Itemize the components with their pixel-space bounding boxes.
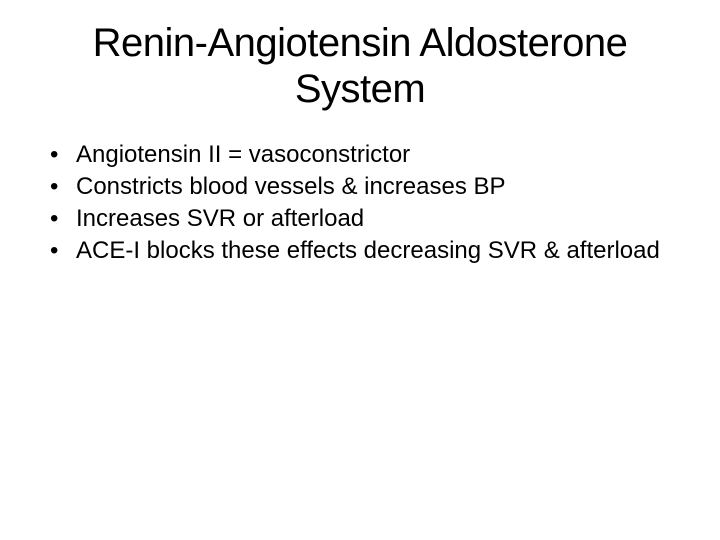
list-item: • Angiotensin II = vasoconstrictor <box>48 140 680 170</box>
bullet-text: ACE-I blocks these effects decreasing SV… <box>76 236 680 266</box>
bullet-list: • Angiotensin II = vasoconstrictor • Con… <box>40 140 680 266</box>
list-item: • ACE-I blocks these effects decreasing … <box>48 236 680 266</box>
bullet-icon: • <box>48 172 76 202</box>
bullet-text: Constricts blood vessels & increases BP <box>76 172 680 202</box>
bullet-icon: • <box>48 204 76 234</box>
slide-container: Renin-Angiotensin Aldosterone System • A… <box>0 0 720 540</box>
bullet-text: Angiotensin II = vasoconstrictor <box>76 140 680 170</box>
bullet-text: Increases SVR or afterload <box>76 204 680 234</box>
list-item: • Constricts blood vessels & increases B… <box>48 172 680 202</box>
bullet-icon: • <box>48 236 76 266</box>
bullet-icon: • <box>48 140 76 170</box>
list-item: • Increases SVR or afterload <box>48 204 680 234</box>
slide-title: Renin-Angiotensin Aldosterone System <box>40 20 680 112</box>
